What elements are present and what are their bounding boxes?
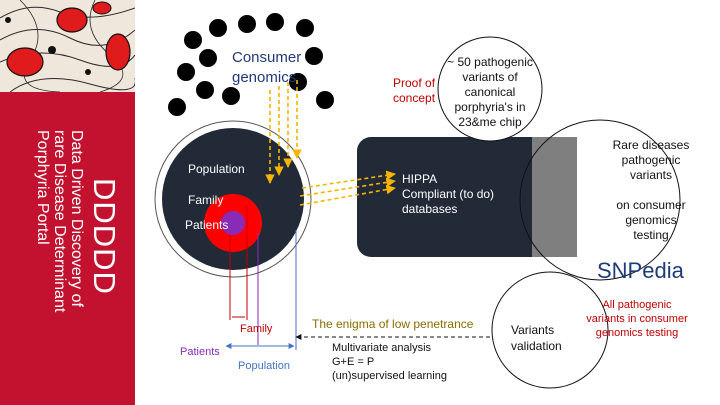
subtitle-line-2: rare Disease Determinant	[51, 130, 68, 313]
validation-circle	[491, 271, 609, 389]
chip-circle	[437, 36, 543, 142]
subtitle-line-1: Data Driven Discovery of	[68, 130, 85, 307]
consumer-genomics-label: Consumer genomics	[232, 49, 302, 86]
subtitle-line-3: Porphyria Portal	[34, 130, 51, 245]
variants-validation-label: Variants validation	[511, 323, 562, 353]
portal-title: DDDDD	[87, 178, 122, 295]
population-bracket-label: Population	[238, 360, 290, 372]
patients-label: Patients	[185, 218, 229, 232]
family-bracket	[229, 205, 248, 320]
chip-variants-label: ~ 50 pathogenic variants of canonical po…	[447, 55, 533, 129]
family-bracket-label: Family	[240, 323, 273, 335]
consumer-arrows	[265, 80, 302, 184]
family-label: Family	[188, 193, 224, 207]
all-pathogenic-label: All pathogenic variants in consumer geno…	[586, 299, 688, 339]
enigma-label: The enigma of low penetrance	[312, 317, 474, 331]
snpedia-circle	[519, 119, 681, 281]
portal-subtitle: Data Driven Discovery of rare Disease De…	[34, 130, 85, 312]
analysis-label: Multivariate analysis G+E = P (un)superv…	[332, 342, 447, 382]
population-bracket	[225, 230, 297, 350]
patients-circle	[221, 211, 245, 235]
database-box	[357, 137, 577, 257]
consumer-dots	[168, 13, 334, 116]
sidebar: DDDDD Data Driven Discovery of rare Dise…	[0, 0, 135, 405]
patients-bracket-label: Patients	[180, 346, 220, 358]
database-label: HIPPA Compliant (to do) databases	[402, 172, 495, 216]
snpedia-label: SNPedia	[597, 258, 684, 283]
proof-of-concept-label: Proof of concept	[393, 76, 436, 105]
database-overlap	[532, 137, 577, 257]
database-arrows	[299, 170, 396, 206]
decorative-artwork	[0, 0, 135, 92]
population-label: Population	[188, 162, 245, 176]
rare-diseases-label: Rare diseases pathogenic variants on con…	[612, 138, 690, 242]
